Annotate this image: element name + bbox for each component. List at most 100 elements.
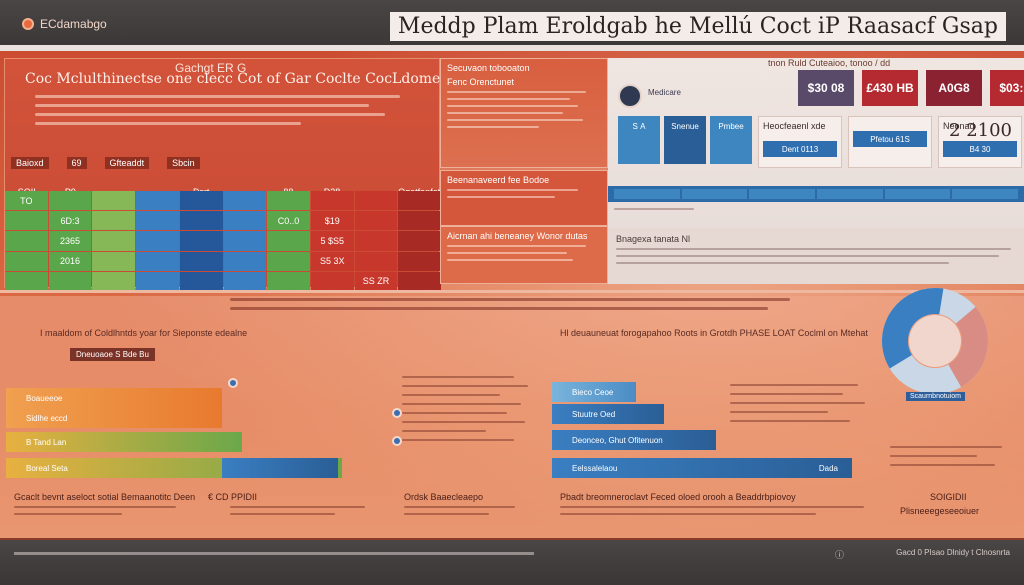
plan-bar: Stuutre Oed [552,404,664,424]
logo-text: ECdamabgo [40,16,107,31]
table-cell [5,231,48,251]
table-cell [92,231,136,251]
table-cell: $19 [310,211,354,231]
info-title: Bnagexa tanata Nl [616,234,691,244]
compare-value: Pfetou 61S [853,131,927,147]
table-cell: 2365 [48,231,92,251]
table-cell: S5 3X [310,251,354,271]
coverage-bar: Boaueeoe [6,388,222,408]
table-cell [92,191,136,211]
plan-badges: $30 08 £430 HB A0G8 $03:50 [798,70,1024,106]
plan-card[interactable]: Snenue [664,116,706,164]
footnote-left: Gcaclt bevnt aseloct sotial Bemaanotitc … [14,492,196,502]
footnote-price: € CD PPIDII [208,492,258,502]
table-cell: 5 $S5 [310,231,354,251]
table-heading: Gachgt ER G [175,61,247,75]
table-cell [92,271,136,291]
plan-card[interactable]: S A [618,116,660,164]
plan-bar-label: Eelssalelaou [572,463,618,473]
row-label: Sbcin [167,157,200,169]
table-cell [223,271,267,291]
table-cell [179,231,223,251]
table-cell: SS ZR [354,271,398,291]
section-subtitle-left: I maaldom of Coldlhntds yoar for Siepons… [40,328,248,338]
plan-price-badge[interactable]: $30 08 [798,70,854,106]
panel-subtitle: Fenc Orenctunet [447,77,515,87]
coverage-bar: B Tand Lan [6,432,242,452]
table-cell [223,231,267,251]
table-cell: 2016 [48,251,92,271]
medicare-logo-icon [618,84,642,108]
table-cell [223,211,267,231]
table-cell [179,211,223,231]
table-cell [136,271,179,291]
table-description [35,95,415,135]
panel-text [447,245,601,261]
table-cell [179,251,223,271]
medicare-label: Medicare [648,88,681,97]
section-headline [230,298,790,316]
table-cell [354,251,398,271]
panel-title: Beenanaveerd fee Bodoe [447,175,550,185]
compare-box[interactable]: Pfetou 61S [848,116,932,168]
plan-bar: Eelssalelaou Dada [552,458,852,478]
table-cell [223,251,267,271]
table-cell [310,271,354,291]
table-cell [136,231,179,251]
logo[interactable]: ECdamabgo [22,17,107,31]
compare-value: Dent 0113 [763,141,837,157]
footnote-right: SOIGIDII [930,492,967,502]
footnote-text [404,506,534,520]
footer-text [14,552,534,555]
donut-center [909,315,961,367]
table-cell [267,251,310,271]
row-label: 69 [66,157,87,169]
table-cell [136,251,179,271]
table-cell [398,191,441,211]
section-subtitle-right: Hl deuauneuat forogapahoo Roots in Grotd… [560,328,868,338]
coverage-bar: Sidlhe eccd [6,408,222,428]
plan-price-badge[interactable]: £430 HB [862,70,918,106]
footnote-text [560,506,880,520]
table-cell [92,251,136,271]
footnote-right-sub: Plisneeegeseeoiuer [900,506,980,516]
table-cell [48,271,92,291]
panel-title: Aicrnan ahi beneaney Wonor dutas [447,231,588,241]
footnote-text [230,506,380,520]
marker-icon [392,436,402,446]
table-cell: C0..0 [267,211,310,231]
plans-stripe [608,186,1024,202]
benefit-info-panel: Beenanaveerd fee Bodoe [440,170,608,226]
table-cell [267,231,310,251]
plan-price-badge[interactable]: $03:50 [990,70,1024,106]
header-divider [0,45,1024,51]
table-cell [354,191,398,211]
page-title: Meddp Plam Eroldgab he Mellú Coct iP Raa… [389,12,1006,41]
plan-card[interactable]: Pmbee [710,116,752,164]
plans-description [614,208,1014,215]
footer-note: Gacd 0 PIsao Dlnidy t Clnosnrta [896,548,1010,557]
compare-box[interactable]: Neonad B4 30 [938,116,1022,168]
plan-price-badge[interactable]: A0G8 [926,70,982,106]
table-cell [5,271,48,291]
donut-label: Scaurnbnotuiom [906,392,965,401]
compare-row: Heocfeaenl xde Dent 0113 Pfetou 61S Neon… [758,116,1022,168]
plan-bar: Deonceo, Ghut Ofitenuon [552,430,716,450]
plan-bar-value: Dada [818,463,838,473]
compare-box[interactable]: Heocfeaenl xde Dent 0113 [758,116,842,168]
pricing-grid: TO 6D:3 C0..0 $19 2365 5 $S5 2016 S5 3X SS ZR [5,191,441,291]
coverage-bar-overlay [222,458,338,478]
section-pill: Dneuoaoe S Bde Bu [70,348,155,361]
table-row-labels: Baioxd 69 Gfteaddt Sbcin [11,157,441,169]
compare-title: Heocfeaenl xde [763,121,826,131]
compare-value: B4 30 [943,141,1017,157]
plans-header: tnon Ruld Cuteaioo, tonoo / dd [768,58,891,68]
pricing-table-panel: Gachgt ER G Coc Mclulthinectse one clecc… [4,58,476,291]
table-cell [136,191,179,211]
table-cell [179,191,223,211]
footnote-text [14,506,194,520]
plans-panel: tnon Ruld Cuteaioo, tonoo / dd $30 08 £4… [608,58,1024,228]
compare-title: Neonad [943,121,975,131]
footer-info-icon[interactable]: ⓘ [834,550,844,560]
coverage-donut-chart [882,288,988,394]
